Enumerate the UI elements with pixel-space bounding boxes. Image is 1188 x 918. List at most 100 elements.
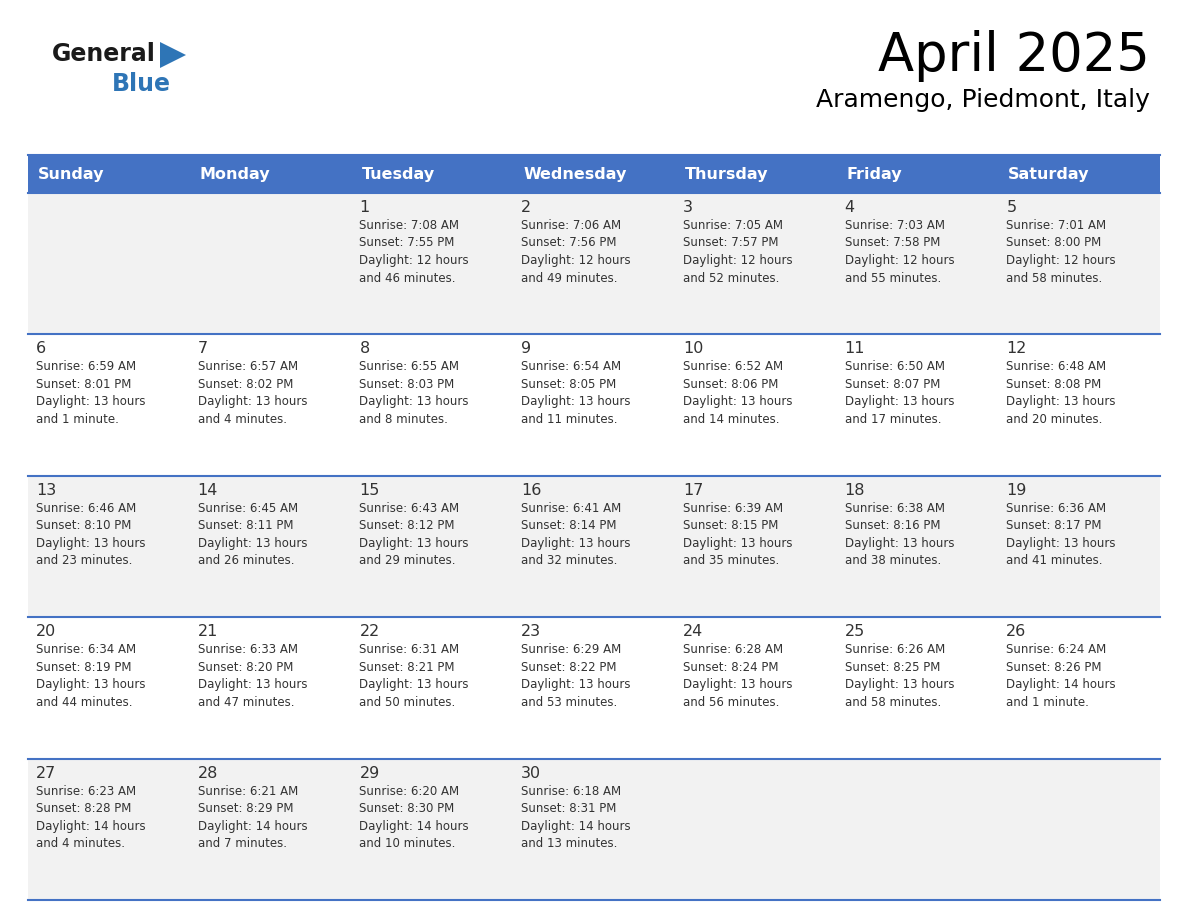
Text: 14: 14 — [197, 483, 219, 498]
Bar — [513, 758, 675, 900]
Text: Sunrise: 7:01 AM
Sunset: 8:00 PM
Daylight: 12 hours
and 58 minutes.: Sunrise: 7:01 AM Sunset: 8:00 PM Dayligh… — [1006, 219, 1116, 285]
Text: 6: 6 — [36, 341, 46, 356]
Text: 5: 5 — [1006, 200, 1017, 215]
Text: Sunrise: 6:48 AM
Sunset: 8:08 PM
Daylight: 13 hours
and 20 minutes.: Sunrise: 6:48 AM Sunset: 8:08 PM Dayligh… — [1006, 361, 1116, 426]
Text: Friday: Friday — [847, 166, 902, 182]
Text: Sunrise: 6:38 AM
Sunset: 8:16 PM
Daylight: 13 hours
and 38 minutes.: Sunrise: 6:38 AM Sunset: 8:16 PM Dayligh… — [845, 502, 954, 567]
Bar — [29, 617, 190, 758]
Text: Sunrise: 6:31 AM
Sunset: 8:21 PM
Daylight: 13 hours
and 50 minutes.: Sunrise: 6:31 AM Sunset: 8:21 PM Dayligh… — [360, 644, 469, 709]
Text: 1: 1 — [360, 200, 369, 215]
Text: 9: 9 — [522, 341, 531, 356]
Text: 2: 2 — [522, 200, 531, 215]
Bar — [836, 476, 998, 617]
Text: Sunrise: 6:52 AM
Sunset: 8:06 PM
Daylight: 13 hours
and 14 minutes.: Sunrise: 6:52 AM Sunset: 8:06 PM Dayligh… — [683, 361, 792, 426]
Text: 18: 18 — [845, 483, 865, 498]
Bar — [190, 617, 352, 758]
Bar — [190, 155, 352, 193]
Text: April 2025: April 2025 — [878, 30, 1150, 82]
Bar — [513, 334, 675, 476]
Bar — [836, 617, 998, 758]
Text: 3: 3 — [683, 200, 693, 215]
Bar — [29, 155, 190, 193]
Bar — [29, 476, 190, 617]
Text: 24: 24 — [683, 624, 703, 639]
Text: Sunrise: 6:33 AM
Sunset: 8:20 PM
Daylight: 13 hours
and 47 minutes.: Sunrise: 6:33 AM Sunset: 8:20 PM Dayligh… — [197, 644, 308, 709]
Bar — [998, 193, 1159, 334]
Text: Sunrise: 6:39 AM
Sunset: 8:15 PM
Daylight: 13 hours
and 35 minutes.: Sunrise: 6:39 AM Sunset: 8:15 PM Dayligh… — [683, 502, 792, 567]
Text: Sunrise: 7:08 AM
Sunset: 7:55 PM
Daylight: 12 hours
and 46 minutes.: Sunrise: 7:08 AM Sunset: 7:55 PM Dayligh… — [360, 219, 469, 285]
Bar — [513, 155, 675, 193]
Text: Sunrise: 6:43 AM
Sunset: 8:12 PM
Daylight: 13 hours
and 29 minutes.: Sunrise: 6:43 AM Sunset: 8:12 PM Dayligh… — [360, 502, 469, 567]
Bar — [836, 193, 998, 334]
Bar — [675, 193, 836, 334]
Text: 7: 7 — [197, 341, 208, 356]
Text: Sunrise: 7:05 AM
Sunset: 7:57 PM
Daylight: 12 hours
and 52 minutes.: Sunrise: 7:05 AM Sunset: 7:57 PM Dayligh… — [683, 219, 792, 285]
Text: Wednesday: Wednesday — [523, 166, 626, 182]
Text: Sunrise: 6:18 AM
Sunset: 8:31 PM
Daylight: 14 hours
and 13 minutes.: Sunrise: 6:18 AM Sunset: 8:31 PM Dayligh… — [522, 785, 631, 850]
Text: Sunrise: 6:50 AM
Sunset: 8:07 PM
Daylight: 13 hours
and 17 minutes.: Sunrise: 6:50 AM Sunset: 8:07 PM Dayligh… — [845, 361, 954, 426]
Text: Sunrise: 6:57 AM
Sunset: 8:02 PM
Daylight: 13 hours
and 4 minutes.: Sunrise: 6:57 AM Sunset: 8:02 PM Dayligh… — [197, 361, 308, 426]
Bar — [675, 758, 836, 900]
Text: Monday: Monday — [200, 166, 271, 182]
Text: 21: 21 — [197, 624, 219, 639]
Text: Sunrise: 6:45 AM
Sunset: 8:11 PM
Daylight: 13 hours
and 26 minutes.: Sunrise: 6:45 AM Sunset: 8:11 PM Dayligh… — [197, 502, 308, 567]
Text: 12: 12 — [1006, 341, 1026, 356]
Bar — [29, 193, 190, 334]
Bar — [998, 476, 1159, 617]
Bar — [675, 334, 836, 476]
Text: Sunrise: 6:46 AM
Sunset: 8:10 PM
Daylight: 13 hours
and 23 minutes.: Sunrise: 6:46 AM Sunset: 8:10 PM Dayligh… — [36, 502, 145, 567]
Text: Sunrise: 6:26 AM
Sunset: 8:25 PM
Daylight: 13 hours
and 58 minutes.: Sunrise: 6:26 AM Sunset: 8:25 PM Dayligh… — [845, 644, 954, 709]
Text: 25: 25 — [845, 624, 865, 639]
Text: 16: 16 — [522, 483, 542, 498]
Text: General: General — [52, 42, 156, 66]
Text: 4: 4 — [845, 200, 854, 215]
Bar — [190, 193, 352, 334]
Text: Sunrise: 6:59 AM
Sunset: 8:01 PM
Daylight: 13 hours
and 1 minute.: Sunrise: 6:59 AM Sunset: 8:01 PM Dayligh… — [36, 361, 145, 426]
Bar — [190, 334, 352, 476]
Text: Sunrise: 6:36 AM
Sunset: 8:17 PM
Daylight: 13 hours
and 41 minutes.: Sunrise: 6:36 AM Sunset: 8:17 PM Dayligh… — [1006, 502, 1116, 567]
Text: Sunrise: 6:29 AM
Sunset: 8:22 PM
Daylight: 13 hours
and 53 minutes.: Sunrise: 6:29 AM Sunset: 8:22 PM Dayligh… — [522, 644, 631, 709]
Bar — [998, 334, 1159, 476]
Text: Sunrise: 7:03 AM
Sunset: 7:58 PM
Daylight: 12 hours
and 55 minutes.: Sunrise: 7:03 AM Sunset: 7:58 PM Dayligh… — [845, 219, 954, 285]
Text: Blue: Blue — [112, 72, 171, 96]
Text: Sunrise: 6:23 AM
Sunset: 8:28 PM
Daylight: 14 hours
and 4 minutes.: Sunrise: 6:23 AM Sunset: 8:28 PM Dayligh… — [36, 785, 146, 850]
Bar — [352, 617, 513, 758]
Text: Tuesday: Tuesday — [361, 166, 435, 182]
Text: Sunday: Sunday — [38, 166, 105, 182]
Bar — [998, 155, 1159, 193]
Text: Sunrise: 6:34 AM
Sunset: 8:19 PM
Daylight: 13 hours
and 44 minutes.: Sunrise: 6:34 AM Sunset: 8:19 PM Dayligh… — [36, 644, 145, 709]
Text: 17: 17 — [683, 483, 703, 498]
Text: 13: 13 — [36, 483, 56, 498]
Bar — [675, 155, 836, 193]
Bar — [513, 617, 675, 758]
Bar — [513, 476, 675, 617]
Text: 27: 27 — [36, 766, 56, 780]
Bar — [836, 334, 998, 476]
Bar — [998, 617, 1159, 758]
Text: 22: 22 — [360, 624, 380, 639]
Bar — [513, 193, 675, 334]
Text: 23: 23 — [522, 624, 542, 639]
Bar — [836, 155, 998, 193]
Text: Sunrise: 7:06 AM
Sunset: 7:56 PM
Daylight: 12 hours
and 49 minutes.: Sunrise: 7:06 AM Sunset: 7:56 PM Dayligh… — [522, 219, 631, 285]
Text: Sunrise: 6:21 AM
Sunset: 8:29 PM
Daylight: 14 hours
and 7 minutes.: Sunrise: 6:21 AM Sunset: 8:29 PM Dayligh… — [197, 785, 308, 850]
Bar — [190, 758, 352, 900]
Text: Sunrise: 6:28 AM
Sunset: 8:24 PM
Daylight: 13 hours
and 56 minutes.: Sunrise: 6:28 AM Sunset: 8:24 PM Dayligh… — [683, 644, 792, 709]
Polygon shape — [160, 42, 187, 68]
Text: 30: 30 — [522, 766, 542, 780]
Text: Sunrise: 6:41 AM
Sunset: 8:14 PM
Daylight: 13 hours
and 32 minutes.: Sunrise: 6:41 AM Sunset: 8:14 PM Dayligh… — [522, 502, 631, 567]
Bar — [352, 758, 513, 900]
Bar — [29, 334, 190, 476]
Bar — [190, 476, 352, 617]
Text: 10: 10 — [683, 341, 703, 356]
Text: Sunrise: 6:55 AM
Sunset: 8:03 PM
Daylight: 13 hours
and 8 minutes.: Sunrise: 6:55 AM Sunset: 8:03 PM Dayligh… — [360, 361, 469, 426]
Text: 29: 29 — [360, 766, 380, 780]
Text: Saturday: Saturday — [1009, 166, 1089, 182]
Bar — [675, 476, 836, 617]
Text: Sunrise: 6:20 AM
Sunset: 8:30 PM
Daylight: 14 hours
and 10 minutes.: Sunrise: 6:20 AM Sunset: 8:30 PM Dayligh… — [360, 785, 469, 850]
Bar — [352, 193, 513, 334]
Bar — [998, 758, 1159, 900]
Text: Thursday: Thursday — [684, 166, 769, 182]
Text: 11: 11 — [845, 341, 865, 356]
Bar — [836, 758, 998, 900]
